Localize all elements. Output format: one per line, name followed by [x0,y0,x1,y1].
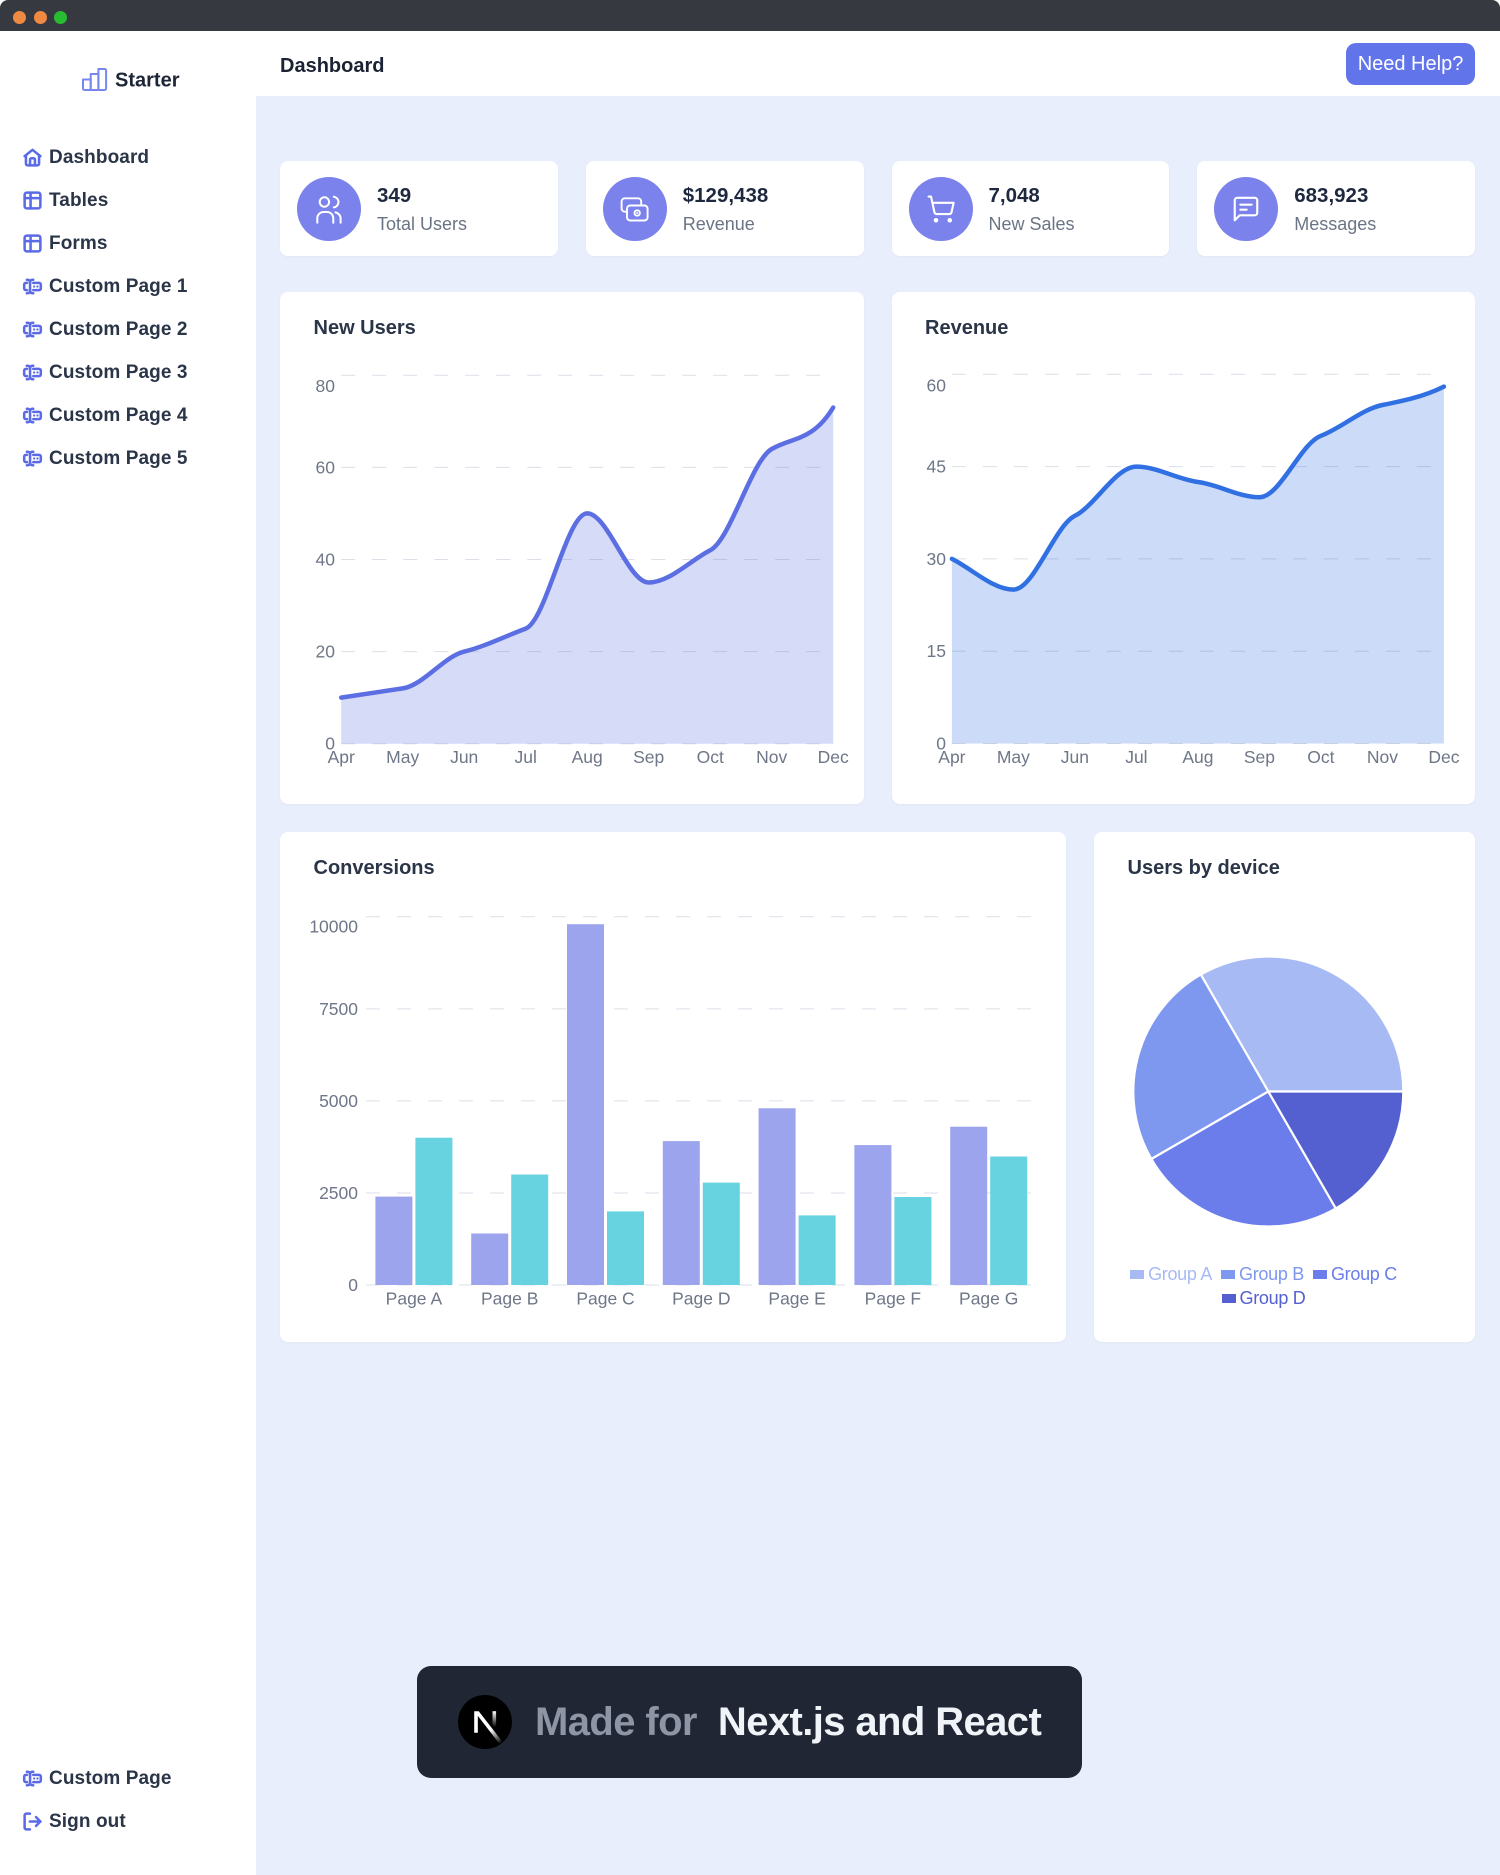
svg-text:Jun: Jun [1060,747,1088,767]
svg-text:Aug: Aug [572,747,603,767]
svg-text:Nov: Nov [1366,747,1397,767]
svg-text:Oct: Oct [1307,747,1334,767]
svg-text:60: 60 [926,376,946,396]
svg-text:Page A: Page A [386,1289,443,1309]
svg-text:5000: 5000 [319,1091,358,1111]
svg-text:May: May [386,747,419,767]
svg-text:Aug: Aug [1182,747,1213,767]
svg-text:Jul: Jul [515,747,537,767]
svg-text:Apr: Apr [328,747,355,767]
svg-text:Page F: Page F [865,1289,921,1309]
svg-text:15: 15 [926,641,945,661]
svg-text:45: 45 [926,457,945,477]
svg-text:20: 20 [316,642,336,662]
svg-text:7500: 7500 [319,999,358,1019]
svg-text:Sep: Sep [633,747,664,767]
svg-text:2500: 2500 [319,1183,358,1203]
svg-text:80: 80 [316,376,336,396]
svg-text:60: 60 [316,457,336,477]
svg-text:Sep: Sep [1243,747,1274,767]
svg-text:Page G: Page G [959,1289,1018,1309]
svg-text:Page E: Page E [768,1289,825,1309]
svg-text:Page B: Page B [481,1289,538,1309]
svg-text:Dec: Dec [818,747,849,767]
svg-text:0: 0 [325,734,335,754]
svg-text:Page D: Page D [672,1289,730,1309]
svg-text:Dec: Dec [1428,747,1459,767]
svg-text:May: May [996,747,1029,767]
svg-text:Oct: Oct [697,747,724,767]
svg-text:0: 0 [936,734,946,754]
svg-text:0: 0 [348,1275,358,1295]
svg-text:Page C: Page C [576,1289,634,1309]
svg-text:30: 30 [926,549,946,569]
svg-text:40: 40 [316,550,336,570]
svg-text:Nov: Nov [756,747,787,767]
svg-text:10000: 10000 [309,917,358,937]
svg-text:Jul: Jul [1125,747,1147,767]
svg-text:Jun: Jun [450,747,478,767]
svg-text:Apr: Apr [938,747,965,767]
